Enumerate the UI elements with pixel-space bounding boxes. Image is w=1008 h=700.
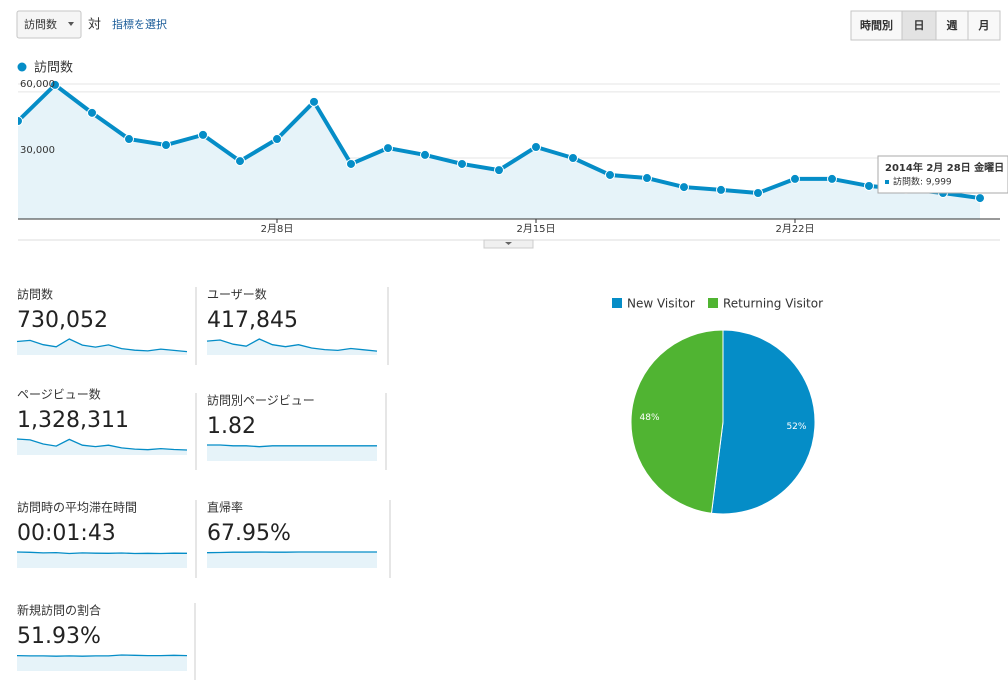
metric-value: 1,328,311 bbox=[17, 408, 129, 433]
collapse-arrow bbox=[505, 242, 512, 245]
metric-value: 730,052 bbox=[17, 308, 108, 333]
point bbox=[753, 188, 763, 199]
point bbox=[864, 180, 874, 191]
sparkline-area bbox=[207, 339, 377, 355]
select-metric-link[interactable]: 指標を選択 bbox=[112, 17, 167, 31]
sparkline-area bbox=[17, 339, 187, 355]
point bbox=[87, 107, 97, 118]
sparkline bbox=[16, 654, 188, 657]
period-button-label: 日 bbox=[914, 19, 925, 32]
tooltip bbox=[877, 155, 1008, 194]
sparkline bbox=[207, 444, 377, 448]
point bbox=[383, 143, 393, 154]
legend-label: New Visitor bbox=[627, 297, 695, 311]
point bbox=[827, 173, 837, 184]
tooltip-title: 2014年 2月 28日 金曜日 bbox=[885, 161, 1004, 174]
tooltip-swatch bbox=[885, 180, 889, 184]
metric-label: ユーザー数 bbox=[207, 287, 267, 302]
plot bbox=[18, 79, 985, 219]
point bbox=[272, 134, 282, 145]
point bbox=[235, 156, 245, 167]
point bbox=[605, 169, 615, 180]
tooltip-line: 訪問数: 9,999 bbox=[893, 176, 952, 188]
legend-label: 訪問数 bbox=[34, 60, 73, 76]
dropdown-arrow bbox=[68, 22, 74, 26]
point bbox=[790, 173, 800, 184]
metric-label: 訪問別ページビュー bbox=[207, 393, 315, 408]
sparkline bbox=[206, 551, 377, 554]
area bbox=[18, 84, 980, 219]
metric-label: ページビュー数 bbox=[17, 387, 101, 402]
metric-value: 1.82 bbox=[207, 414, 256, 439]
point bbox=[50, 79, 60, 90]
y-tick-label: 60,000 bbox=[20, 79, 55, 90]
point bbox=[679, 182, 689, 193]
pie-slice bbox=[630, 329, 724, 514]
legend-swatch bbox=[708, 298, 718, 308]
point bbox=[420, 149, 430, 160]
point bbox=[531, 141, 541, 152]
period-button-label: 月 bbox=[978, 19, 990, 32]
sparkline bbox=[16, 438, 188, 451]
point bbox=[198, 129, 208, 140]
x-tick-label: 2月15日 bbox=[516, 223, 555, 235]
legend-swatch bbox=[612, 298, 622, 308]
point bbox=[309, 96, 319, 107]
sparkline-area bbox=[207, 552, 377, 568]
point bbox=[494, 165, 504, 176]
point bbox=[975, 193, 985, 204]
sparkline-area bbox=[207, 445, 377, 461]
point bbox=[568, 152, 578, 163]
period-button-label: 週 bbox=[947, 18, 958, 32]
period-button[interactable] bbox=[935, 10, 969, 41]
point bbox=[346, 158, 356, 169]
metric-value: 67.95% bbox=[207, 521, 291, 546]
slice-label: 48% bbox=[640, 413, 660, 423]
x-tick-label: 2月22日 bbox=[775, 223, 814, 235]
point bbox=[716, 184, 726, 195]
period-button[interactable] bbox=[967, 10, 1001, 41]
point bbox=[124, 134, 134, 145]
metric-label: 訪問時の平均滞在時間 bbox=[17, 500, 137, 515]
x-tick-label: 2月8日 bbox=[261, 223, 294, 235]
metric-select[interactable] bbox=[16, 10, 82, 39]
point bbox=[161, 140, 171, 151]
metric-select-label: 訪問数 bbox=[24, 17, 57, 31]
sparkline bbox=[16, 338, 188, 353]
period-button[interactable] bbox=[850, 10, 903, 41]
legend-label: Returning Visitor bbox=[723, 297, 823, 311]
versus-label: 対 bbox=[88, 18, 101, 33]
sparkline bbox=[16, 551, 188, 555]
point bbox=[18, 115, 23, 126]
sparkline bbox=[206, 338, 378, 352]
sparkline-area bbox=[17, 552, 187, 568]
y-tick-label: 30,000 bbox=[20, 145, 55, 156]
legend-dot bbox=[17, 62, 27, 72]
point bbox=[457, 158, 467, 169]
metric-label: 直帰率 bbox=[207, 500, 243, 515]
sparkline-area bbox=[17, 439, 187, 455]
period-button-label: 時間別 bbox=[860, 18, 893, 32]
metric-value: 00:01:43 bbox=[17, 521, 116, 546]
pie-slice bbox=[710, 329, 816, 515]
sparkline-area bbox=[17, 655, 187, 671]
metric-label: 新規訪問の割合 bbox=[17, 603, 101, 618]
point bbox=[642, 173, 652, 184]
slice-label: 52% bbox=[786, 422, 806, 432]
metric-label: 訪問数 bbox=[17, 287, 53, 302]
metric-value: 51.93% bbox=[17, 624, 101, 649]
metric-value: 417,845 bbox=[207, 308, 298, 333]
